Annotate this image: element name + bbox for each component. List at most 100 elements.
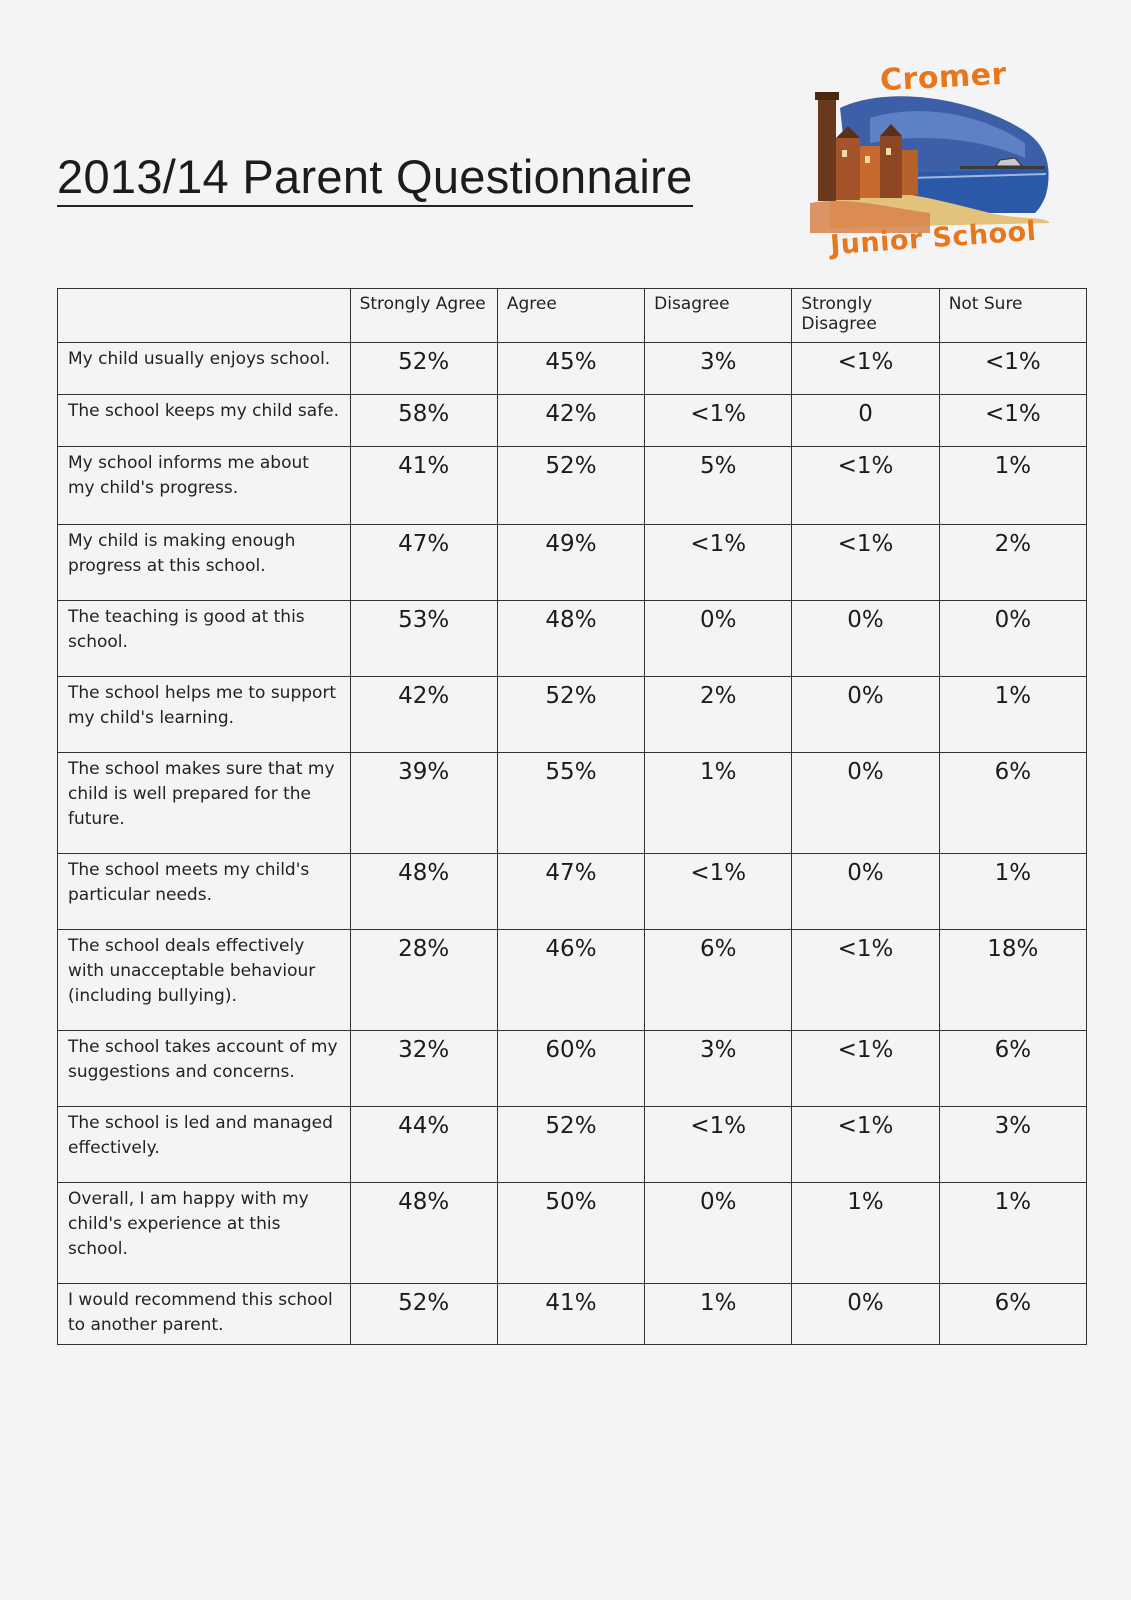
question-cell: The school makes sure that my child is w… (57, 752, 351, 854)
percentage-cell: <1% (791, 1106, 940, 1183)
percentage-cell: 0% (791, 1283, 940, 1345)
percentage-cell: <1% (938, 394, 1088, 447)
percentage-cell: 28% (349, 929, 498, 1031)
table-row: The school deals effectively with unacce… (57, 929, 1088, 1031)
percentage-cell: 53% (349, 600, 498, 677)
question-cell: The school helps me to support my child'… (57, 676, 351, 753)
percentage-cell: 1% (938, 1182, 1088, 1284)
header-blank (57, 288, 351, 343)
percentage-cell: 0% (791, 853, 940, 930)
percentage-cell: <1% (791, 929, 940, 1031)
question-cell: The school keeps my child safe. (57, 394, 351, 447)
question-cell: The school takes account of my suggestio… (57, 1030, 351, 1107)
question-cell: The school deals effectively with unacce… (57, 929, 351, 1031)
question-cell: The school meets my child's particular n… (57, 853, 351, 930)
percentage-cell: 52% (496, 1106, 646, 1183)
question-cell: My child is making enough progress at th… (57, 524, 351, 601)
percentage-cell: 6% (938, 1030, 1088, 1107)
percentage-cell: 58% (349, 394, 498, 447)
column-header: Strongly Disagree (791, 288, 940, 343)
table-row: The school takes account of my suggestio… (57, 1030, 1088, 1107)
percentage-cell: 0% (791, 600, 940, 677)
table-row: The school keeps my child safe. 58% 42% <1%… (57, 394, 1088, 447)
percentage-cell: 0% (644, 1182, 793, 1284)
percentage-cell: 42% (349, 676, 498, 753)
percentage-cell: 6% (938, 1283, 1088, 1345)
column-header: Disagree (644, 288, 793, 343)
percentage-cell: 0% (644, 600, 793, 677)
table-row: The teaching is good at this school. 53% 4… (57, 600, 1088, 677)
percentage-cell: 47% (349, 524, 498, 601)
percentage-cell: 50% (496, 1182, 646, 1284)
table-row: My child usually enjoys school. 52% 45% 3% <… (57, 342, 1088, 395)
percentage-cell: 39% (349, 752, 498, 854)
table-row: My child is making enough progress at th… (57, 524, 1088, 601)
table-header-row: Strongly Agree Agree Disagree Strongly Disa… (57, 288, 1088, 343)
percentage-cell: 32% (349, 1030, 498, 1107)
percentage-cell: 1% (644, 752, 793, 854)
percentage-cell: 6% (938, 752, 1088, 854)
percentage-cell: 2% (938, 524, 1088, 601)
table-row: The school is led and managed effectivel… (57, 1106, 1088, 1183)
percentage-cell: 3% (644, 342, 793, 395)
percentage-cell: 0% (938, 600, 1088, 677)
percentage-cell: 46% (496, 929, 646, 1031)
percentage-cell: 52% (496, 676, 646, 753)
column-header: Not Sure (938, 288, 1088, 343)
question-cell: My child usually enjoys school. (57, 342, 351, 395)
percentage-cell: 1% (938, 853, 1088, 930)
column-header: Strongly Agree (349, 288, 498, 343)
percentage-cell: 48% (349, 1182, 498, 1284)
logo-text-top: Cromer (879, 56, 1008, 99)
percentage-cell: 18% (938, 929, 1088, 1031)
percentage-cell: 55% (496, 752, 646, 854)
question-cell: Overall, I am happy with my child's expe… (57, 1182, 351, 1284)
percentage-cell: 1% (644, 1283, 793, 1345)
question-cell: The school is led and managed effectivel… (57, 1106, 351, 1183)
percentage-cell: 1% (938, 446, 1088, 525)
percentage-cell: 5% (644, 446, 793, 525)
percentage-cell: 52% (496, 446, 646, 525)
table-row: Overall, I am happy with my child's expe… (57, 1182, 1088, 1284)
percentage-cell: 49% (496, 524, 646, 601)
percentage-cell: 60% (496, 1030, 646, 1107)
percentage-cell: 41% (496, 1283, 646, 1345)
percentage-cell: 1% (938, 676, 1088, 753)
table-body: My child usually enjoys school. 52% 45% 3% <… (57, 342, 1088, 1345)
page-title: 2013/14 Parent Questionnaire (57, 150, 693, 208)
table-row: My school informs me about my child's pr… (57, 446, 1088, 525)
percentage-cell: <1% (938, 342, 1088, 395)
table-row: The school helps me to support my child'… (57, 676, 1088, 753)
percentage-cell: 41% (349, 446, 498, 525)
percentage-cell: 3% (938, 1106, 1088, 1183)
percentage-cell: 0% (791, 752, 940, 854)
table-row: The school meets my child's particular n… (57, 853, 1088, 930)
percentage-cell: 44% (349, 1106, 498, 1183)
question-cell: My school informs me about my child's pr… (57, 446, 351, 525)
percentage-cell: <1% (644, 1106, 793, 1183)
percentage-cell: 48% (349, 853, 498, 930)
question-cell: The teaching is good at this school. (57, 600, 351, 677)
percentage-cell: 3% (644, 1030, 793, 1107)
percentage-cell: 48% (496, 600, 646, 677)
percentage-cell: <1% (644, 853, 793, 930)
percentage-cell: <1% (791, 342, 940, 395)
percentage-cell: 2% (644, 676, 793, 753)
percentage-cell: <1% (791, 1030, 940, 1107)
percentage-cell: 45% (496, 342, 646, 395)
questionnaire-table: Strongly Agree Agree Disagree Strongly Disa… (57, 288, 1088, 1345)
percentage-cell: 1% (791, 1182, 940, 1284)
percentage-cell: 0% (791, 676, 940, 753)
percentage-cell: <1% (644, 524, 793, 601)
percentage-cell: 0 (791, 394, 940, 447)
question-cell: I would recommend this school to another… (57, 1283, 351, 1345)
percentage-cell: 47% (496, 853, 646, 930)
percentage-cell: <1% (791, 446, 940, 525)
percentage-cell: 6% (644, 929, 793, 1031)
table-row: The school makes sure that my child is w… (57, 752, 1088, 854)
percentage-cell: 52% (349, 342, 498, 395)
table-row: I would recommend this school to another… (57, 1283, 1088, 1345)
percentage-cell: 42% (496, 394, 646, 447)
school-logo: Cromer Junior School (810, 56, 1080, 273)
percentage-cell: <1% (791, 524, 940, 601)
